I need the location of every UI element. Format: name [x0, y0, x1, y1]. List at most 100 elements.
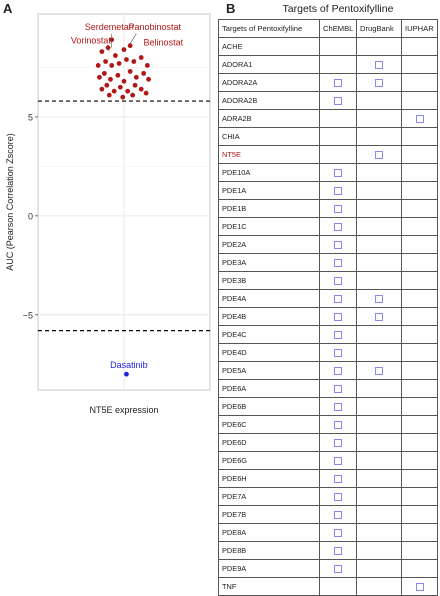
source-cell-chembl	[319, 541, 357, 560]
source-cell-drugbank	[356, 577, 402, 596]
source-cell-iuphar	[401, 559, 438, 578]
source-cell-drugbank	[356, 505, 402, 524]
data-point	[95, 63, 101, 68]
source-cell-chembl	[319, 397, 357, 416]
data-point	[116, 61, 122, 66]
source-cell-chembl	[319, 127, 357, 146]
source-cell-drugbank	[356, 523, 402, 542]
checkbox-icon	[334, 547, 342, 556]
x-axis-label: NT5E expression	[89, 405, 158, 415]
data-point	[99, 49, 105, 54]
source-cell-chembl	[319, 217, 357, 236]
source-cell-drugbank	[356, 433, 402, 452]
source-cell-chembl	[319, 559, 357, 578]
target-name: PDE7B	[218, 505, 320, 524]
source-cell-iuphar	[401, 271, 438, 290]
target-name: ADORA2B	[218, 91, 320, 110]
source-cell-iuphar	[401, 73, 438, 92]
source-cell-drugbank	[356, 487, 402, 506]
data-point	[133, 74, 139, 80]
source-cell-chembl	[319, 289, 357, 308]
source-cell-chembl	[319, 109, 357, 128]
source-cell-chembl	[319, 577, 357, 596]
target-name: PDE1C	[218, 217, 320, 236]
source-cell-drugbank	[356, 55, 402, 74]
source-cell-chembl	[319, 199, 357, 218]
target-name: ADORA2A	[218, 73, 320, 92]
y-tick-label: 0	[28, 211, 33, 221]
target-name: PDE3B	[218, 271, 320, 290]
source-cell-drugbank	[356, 235, 402, 254]
table-row: PDE4B	[218, 307, 438, 326]
table-row: ADORA2A	[218, 73, 438, 92]
targets-table: Targets of Pentoxifylline ChEMBL DrugBan…	[218, 19, 438, 596]
target-name: PDE1B	[218, 199, 320, 218]
panel-label-a: A	[3, 1, 13, 16]
table-row: PDE4C	[218, 325, 438, 344]
source-cell-drugbank	[356, 415, 402, 434]
point-label: Panobinostat	[128, 22, 181, 32]
checkbox-icon	[334, 421, 342, 430]
source-cell-drugbank	[356, 397, 402, 416]
source-cell-chembl	[319, 181, 357, 200]
checkbox-icon	[334, 79, 342, 88]
target-name: PDE6C	[218, 415, 320, 434]
checkbox-icon	[334, 295, 342, 304]
source-cell-iuphar	[401, 325, 438, 344]
target-name: PDE6D	[218, 433, 320, 452]
checkbox-icon	[334, 259, 342, 268]
source-cell-iuphar	[401, 379, 438, 398]
leader-line	[106, 46, 110, 52]
source-cell-chembl	[319, 145, 357, 164]
source-cell-drugbank	[356, 361, 402, 380]
header-target: Targets of Pentoxifylline	[218, 19, 320, 38]
checkbox-icon	[375, 79, 383, 88]
target-name: TNF	[218, 577, 320, 596]
table-row: PDE3B	[218, 271, 438, 290]
threshold-lines	[38, 100, 210, 332]
data-point	[109, 63, 115, 68]
data-point	[106, 92, 112, 98]
data-point	[111, 88, 117, 94]
source-cell-iuphar	[401, 109, 438, 128]
source-cell-iuphar	[401, 253, 438, 272]
source-cell-iuphar	[401, 577, 438, 596]
target-name: PDE7A	[218, 487, 320, 506]
data-point	[124, 371, 129, 377]
source-cell-drugbank	[356, 379, 402, 398]
source-cell-iuphar	[401, 235, 438, 254]
source-cell-iuphar	[401, 415, 438, 434]
point-label: Belinostat	[144, 38, 184, 48]
checkbox-icon	[334, 529, 342, 538]
checkbox-icon	[415, 583, 424, 592]
source-cell-drugbank	[356, 307, 402, 326]
checkbox-icon	[375, 367, 383, 376]
source-cell-iuphar	[401, 217, 438, 236]
table-row: PDE1A	[218, 181, 438, 200]
checkbox-icon	[334, 187, 342, 196]
table-row: PDE4A	[218, 289, 438, 308]
source-cell-iuphar	[401, 487, 438, 506]
checkbox-icon	[334, 439, 342, 448]
source-cell-drugbank	[356, 541, 402, 560]
source-cell-iuphar	[401, 451, 438, 470]
source-cell-iuphar	[401, 91, 438, 110]
source-cell-iuphar	[401, 163, 438, 182]
source-cell-drugbank	[356, 271, 402, 290]
source-cell-drugbank	[356, 73, 402, 92]
checkbox-icon	[334, 223, 342, 232]
table-row: CHIA	[218, 127, 438, 146]
table-row: PDE4D	[218, 343, 438, 362]
source-cell-drugbank	[356, 325, 402, 344]
checkbox-icon	[334, 313, 342, 322]
target-name: PDE4C	[218, 325, 320, 344]
table-row: ADRA2B	[218, 109, 438, 128]
target-name: ACHE	[218, 37, 320, 56]
source-cell-chembl	[319, 91, 357, 110]
target-name: PDE6H	[218, 469, 320, 488]
table-row: PDE9A	[218, 559, 438, 578]
checkbox-icon	[334, 511, 342, 520]
source-cell-drugbank	[356, 559, 402, 578]
data-point	[143, 90, 149, 96]
